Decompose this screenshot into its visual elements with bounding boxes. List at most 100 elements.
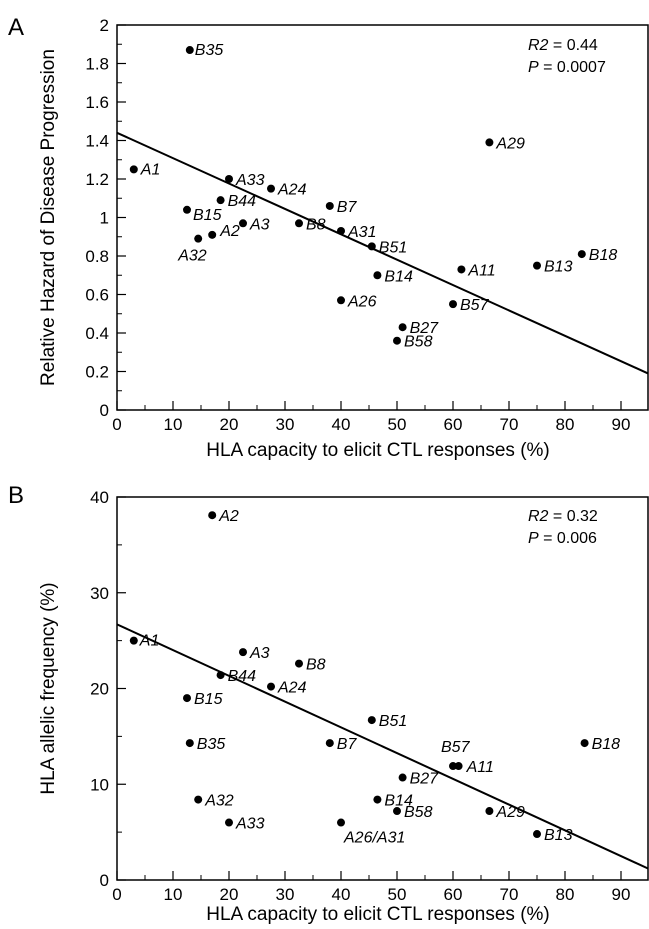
panel-a-r2-stat: R2 = 0.44 xyxy=(528,37,598,54)
panel-b-p-stat: P = 0.006 xyxy=(528,530,597,547)
panel-a-point-label: B51 xyxy=(379,239,407,256)
panel-b-point-a2 xyxy=(208,511,217,520)
panel-a-x-tick-label: 20 xyxy=(220,415,239,434)
panel-a-point-label: A1 xyxy=(140,161,161,178)
panel-a-x-tick-label: 80 xyxy=(556,415,575,434)
panel-b-point-label: A3 xyxy=(249,645,270,662)
panel-a-point-b58 xyxy=(393,336,401,345)
panel-b-point-a1 xyxy=(129,636,138,645)
panel-b-point-label: A11 xyxy=(466,759,494,776)
panel-b-point-a3 xyxy=(239,648,247,657)
panel-a-point-a2 xyxy=(208,230,217,239)
panel-a-point-a24 xyxy=(267,184,275,193)
panel-a-y-tick-label: 1 xyxy=(100,209,109,228)
panel-b-point-b7 xyxy=(325,739,334,748)
panel-a-point-b51 xyxy=(367,242,376,251)
panel-a-point-b57 xyxy=(449,300,457,309)
panel-a-point-label: A11 xyxy=(467,262,495,279)
panel-b-point-b13 xyxy=(533,830,541,839)
panel-b-x-tick-label: 0 xyxy=(112,885,121,904)
panel-b-point-a24 xyxy=(267,682,275,691)
panel-a-point-label: B7 xyxy=(337,199,358,216)
panel-a-y-tick-label: 0.8 xyxy=(85,247,109,266)
panel-a-point-a33 xyxy=(225,175,233,183)
panel-a-x-tick-label: 30 xyxy=(276,415,295,434)
panel-a-regression-line xyxy=(116,131,649,375)
panel-b-x-tick-label: 10 xyxy=(164,885,183,904)
panel-a-y-tick-label: 1.8 xyxy=(85,55,109,74)
panel-b-point-b51 xyxy=(367,716,376,725)
panel-a-point-label: A32 xyxy=(177,248,207,265)
panel-a-point-label: A33 xyxy=(235,172,265,189)
panel-a-x-tick-label: 0 xyxy=(112,415,121,434)
panel-b-point-label: B51 xyxy=(379,713,407,730)
panel-a-point-b7 xyxy=(325,201,334,210)
panel-b-point-b35 xyxy=(185,739,194,748)
panel-a-point-label: A2 xyxy=(219,223,240,240)
panel-a-point-a31 xyxy=(337,226,345,235)
panel-b-point-a33 xyxy=(225,818,233,827)
panel-b-point-label: A32 xyxy=(204,793,234,810)
panel-b-y-tick-label: 10 xyxy=(90,775,109,794)
panel-b-point-b18 xyxy=(580,739,589,748)
panel-b-point-label: A1 xyxy=(139,633,160,650)
panel-b-point-label: B27 xyxy=(410,771,440,788)
panel-b-point-label: A29 xyxy=(495,804,525,821)
panel-b-x-tick-label: 20 xyxy=(220,885,239,904)
panel-a-point-a3 xyxy=(239,219,247,228)
panel-b-x-tick-label: 80 xyxy=(556,885,575,904)
panel-a-point-b44 xyxy=(216,196,225,205)
panel-b-regression-line xyxy=(116,623,649,870)
panel-b-point-b8 xyxy=(295,659,303,668)
panel-b-point-label: B57 xyxy=(441,739,471,756)
panel-a-x-tick-label: 10 xyxy=(164,415,183,434)
panel-a-point-label: B15 xyxy=(193,207,222,224)
panel-a-point-b14 xyxy=(373,271,382,280)
panel-a-y-axis-label: Relative Hazard of Disease Progression xyxy=(38,49,59,386)
panel-a-point-a26 xyxy=(337,296,345,305)
panel-a-point-label: A3 xyxy=(249,216,270,233)
panel-a-x-tick-label: 50 xyxy=(388,415,407,434)
panel-a-x-tick-label: 90 xyxy=(612,415,631,434)
panel-b-x-tick-label: 30 xyxy=(276,885,295,904)
panel-b-point-label: B8 xyxy=(306,657,326,674)
panel-a-point-label: A29 xyxy=(495,135,525,152)
panel-b-point-label: B15 xyxy=(194,691,223,708)
panel-a-point-a11 xyxy=(457,265,466,274)
panel-a-point-label: B57 xyxy=(460,297,490,314)
panel-a-label: A xyxy=(8,14,24,41)
panel-b-y-tick-label: 0 xyxy=(100,871,109,890)
panel-b-label: B xyxy=(8,482,24,509)
panel-b-point-label: B35 xyxy=(197,736,226,753)
panel-b-point-b14 xyxy=(373,795,382,804)
panel-b-plot-frame xyxy=(116,496,649,881)
panel-a-point-label: A26 xyxy=(347,293,377,310)
panel-b-point-b58 xyxy=(393,807,401,816)
panel-b-point-a11 xyxy=(454,762,463,771)
panel-b-y-tick-label: 40 xyxy=(90,488,109,507)
panel-b-y-axis-label: HLA allelic frequency (%) xyxy=(38,582,59,794)
panel-b-x-axis-label: HLA capacity to elicit CTL responses (%) xyxy=(206,904,550,925)
panel-a-point-label: A31 xyxy=(347,224,376,241)
panel-b-point-label: A33 xyxy=(235,816,265,833)
panel-a-point-label: A24 xyxy=(277,182,307,199)
panel-b-point-a32 xyxy=(194,795,203,804)
panel-a-x-tick-label: 40 xyxy=(332,415,351,434)
panel-a-point-label: B27 xyxy=(410,320,440,337)
panel-b-point-label: B13 xyxy=(544,827,573,844)
panel-a-p-stat: P = 0.0007 xyxy=(528,59,606,76)
panel-a-point-label: B58 xyxy=(404,334,433,351)
panel-a-y-tick-label: 1.6 xyxy=(85,93,109,112)
panel-b-x-tick-label: 60 xyxy=(444,885,463,904)
panel-a-point-label: B44 xyxy=(228,193,257,210)
panel-b-point-a29 xyxy=(485,807,494,816)
panel-b-y-tick-label: 20 xyxy=(90,680,109,699)
panel-a-x-tick-label: 70 xyxy=(500,415,519,434)
panel-a-point-a32 xyxy=(194,234,203,243)
panel-a-point-b27 xyxy=(398,323,407,332)
panel-b-x-tick-label: 90 xyxy=(612,885,631,904)
panel-a-point-label: B14 xyxy=(384,268,413,285)
panel-a-point-b35 xyxy=(185,46,194,55)
panel-a-x-tick-label: 60 xyxy=(444,415,463,434)
panel-a-y-tick-label: 1.4 xyxy=(85,132,109,151)
